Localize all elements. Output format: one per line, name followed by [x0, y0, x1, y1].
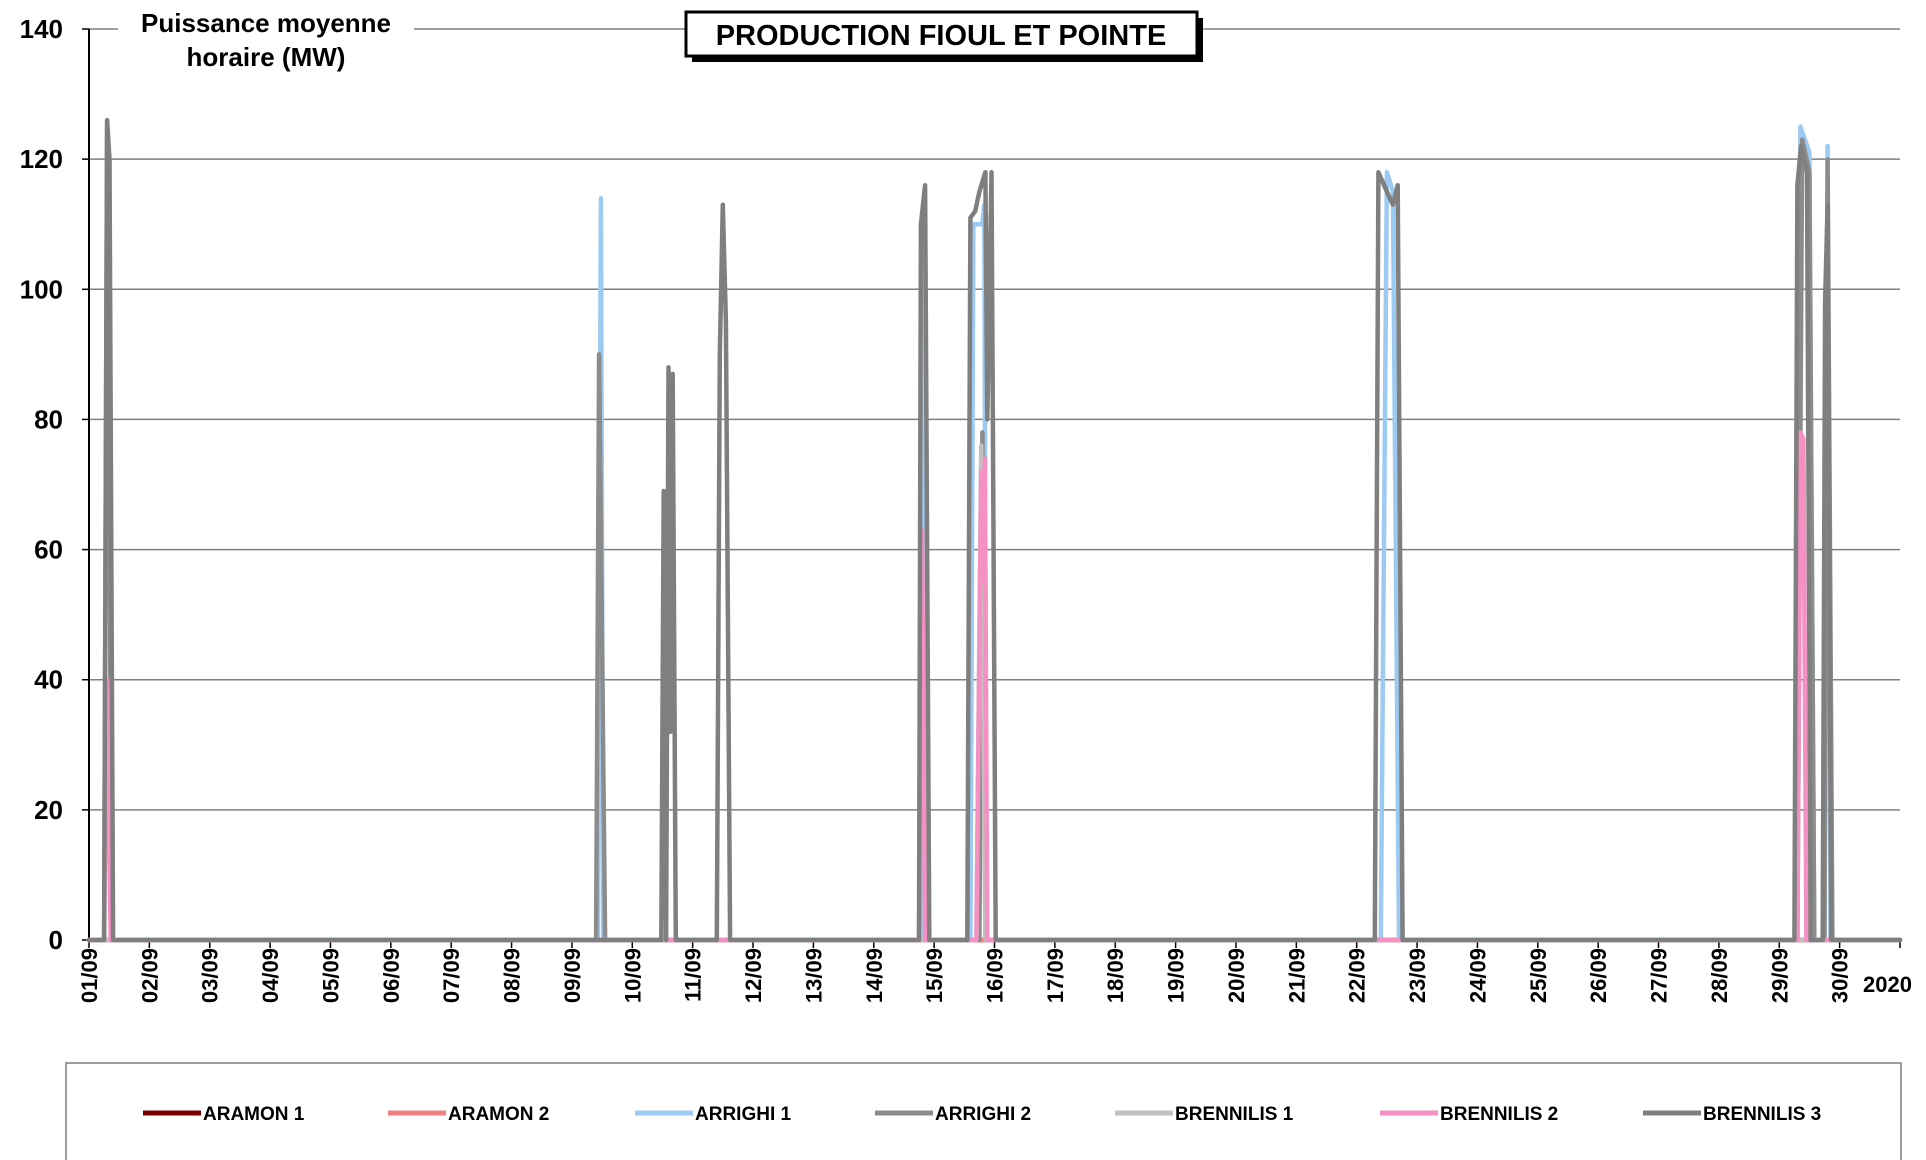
legend-label: ARRIGHI 2 — [935, 1104, 1031, 1125]
legend-label: BRENNILIS 1 — [1175, 1104, 1294, 1125]
x-tick-label: 14/09 — [862, 948, 887, 1003]
legend-label: BRENNILIS 2 — [1440, 1104, 1558, 1125]
x-tick-label: 15/09 — [922, 948, 947, 1003]
legend: ARAMON 1 ARAMON 2 ARRIGHI 1 ARRIGHI 2 BRENNI… — [143, 1104, 1821, 1125]
x-tick-labels: 01/09 02/09 03/09 04/09 05/09 06/09 07/09 08/09… — [77, 948, 1853, 1003]
x-tick-label: 20/09 — [1224, 948, 1249, 1003]
ylabel-line-2: horaire (MW) — [187, 42, 346, 72]
x-tick-label: 11/09 — [681, 948, 706, 1002]
x-tick-label: 30/09 — [1828, 948, 1853, 1003]
legend-box — [65, 1062, 1902, 1160]
x-tick-label: 16/09 — [983, 948, 1008, 1003]
x-tick-label: 21/09 — [1284, 948, 1309, 1003]
y-tick-label: 40 — [34, 665, 63, 695]
ylabel-background — [118, 8, 414, 76]
legend-label: BRENNILIS 3 — [1703, 1104, 1821, 1125]
series-lines — [86, 117, 1903, 943]
x-tick-label: 19/09 — [1164, 948, 1189, 1003]
x-tick-label: 28/09 — [1707, 948, 1732, 1003]
series-line-brennilis-2 — [86, 430, 1903, 943]
x-tick-label: 04/09 — [258, 948, 283, 1003]
x-tick-label: 29/09 — [1767, 948, 1792, 1003]
ylabel-line-1: Puissance moyenne — [141, 8, 391, 38]
y-tick-label: 0 — [49, 925, 63, 955]
x-tick-label: 25/09 — [1526, 948, 1551, 1003]
x-tick-label: 12/09 — [741, 948, 766, 1003]
legend-label: ARRIGHI 1 — [695, 1104, 792, 1125]
x-tick-label: 06/09 — [379, 948, 404, 1003]
y-tick-label: 140 — [20, 14, 63, 44]
x-tick-label: 08/09 — [500, 948, 525, 1003]
y-tick-label: 120 — [20, 144, 63, 174]
chart-title: PRODUCTION FIOUL ET POINTE — [716, 20, 1167, 52]
x-tick-label: 03/09 — [198, 948, 223, 1003]
x-tick-label: 17/09 — [1043, 948, 1068, 1003]
x-tick-label: 22/09 — [1345, 948, 1370, 1003]
x-tick-label: 09/09 — [560, 948, 585, 1003]
x-tick-label: 02/09 — [137, 948, 162, 1003]
x-tick-label: 23/09 — [1405, 948, 1430, 1003]
legend-label: ARAMON 1 — [203, 1104, 305, 1125]
x-tick-label: 24/09 — [1465, 948, 1490, 1003]
y-tick-label: 80 — [34, 404, 63, 434]
x-tick-label: 18/09 — [1103, 948, 1128, 1003]
y-tick-label: 60 — [34, 535, 63, 565]
x-tick-label: 05/09 — [318, 948, 343, 1003]
x-tick-label: 27/09 — [1647, 948, 1672, 1003]
x-tick-label: 01/09 — [77, 948, 102, 1003]
x-tick-label: 13/09 — [801, 948, 826, 1003]
x-tick-label: 10/09 — [620, 948, 645, 1003]
x-tick-label: 07/09 — [439, 948, 464, 1003]
year-label: 2020 — [1863, 972, 1912, 997]
legend-label: ARAMON 2 — [448, 1104, 549, 1125]
y-tick-labels: 0 20 40 60 80 100 120 140 — [20, 14, 63, 955]
title-box — [684, 10, 1199, 58]
series-line-brennilis-3 — [86, 117, 1903, 943]
x-tick-label: 26/09 — [1586, 948, 1611, 1003]
y-tick-label: 20 — [34, 795, 63, 825]
y-tick-label: 100 — [20, 274, 63, 304]
